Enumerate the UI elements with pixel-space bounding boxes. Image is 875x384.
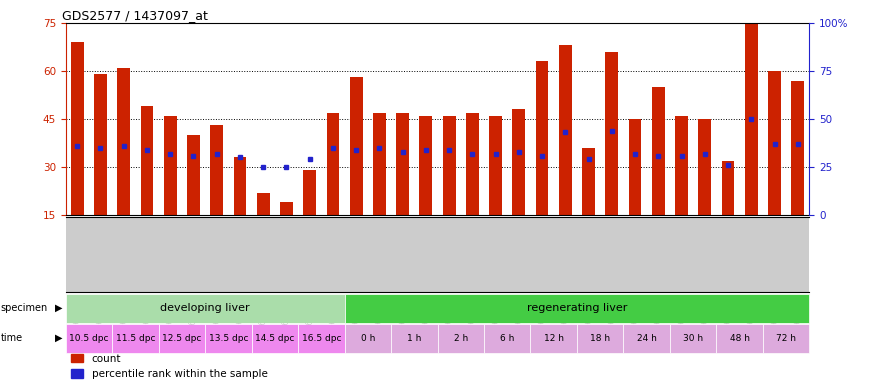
Text: 13.5 dpc: 13.5 dpc (208, 334, 248, 343)
Bar (112, 324, 158, 353)
Bar (745, 23, 758, 215)
Text: 30 h: 30 h (683, 334, 704, 343)
Bar (205, 324, 252, 353)
Bar (623, 324, 670, 353)
Bar (280, 202, 293, 215)
Bar (66, 324, 112, 353)
Bar (698, 119, 711, 215)
Text: 16.5 dpc: 16.5 dpc (302, 334, 341, 343)
Text: 6 h: 6 h (500, 334, 514, 343)
Text: regenerating liver: regenerating liver (527, 303, 627, 313)
Bar (345, 324, 391, 353)
Bar (256, 193, 270, 215)
Bar (71, 42, 84, 215)
Bar (438, 324, 484, 353)
Bar (652, 87, 665, 215)
Bar (187, 135, 200, 215)
Bar (345, 294, 809, 323)
Bar (298, 324, 345, 353)
Text: 12 h: 12 h (543, 334, 564, 343)
Bar (396, 113, 409, 215)
Bar (489, 116, 502, 215)
Bar (117, 68, 130, 215)
Text: ▶: ▶ (55, 303, 63, 313)
Text: GDS2577 / 1437097_at: GDS2577 / 1437097_at (62, 9, 207, 22)
Bar (530, 324, 577, 353)
Text: 18 h: 18 h (590, 334, 610, 343)
Bar (559, 45, 571, 215)
Text: 72 h: 72 h (776, 334, 796, 343)
Bar (158, 324, 205, 353)
Bar (484, 324, 530, 353)
Bar (252, 324, 298, 353)
Bar (670, 324, 717, 353)
Bar (791, 81, 804, 215)
Bar (326, 113, 340, 215)
Bar (466, 113, 479, 215)
Bar (443, 116, 456, 215)
Text: specimen: specimen (1, 303, 48, 313)
Text: 14.5 dpc: 14.5 dpc (255, 334, 295, 343)
Bar (350, 78, 362, 215)
Bar (536, 61, 549, 215)
Bar (763, 324, 809, 353)
Bar (582, 148, 595, 215)
Bar (768, 71, 780, 215)
Text: developing liver: developing liver (160, 303, 250, 313)
Text: 24 h: 24 h (637, 334, 656, 343)
Bar (94, 74, 107, 215)
Bar (722, 161, 734, 215)
Text: time: time (1, 333, 23, 343)
Bar (373, 113, 386, 215)
Text: 12.5 dpc: 12.5 dpc (162, 334, 201, 343)
Bar (141, 106, 153, 215)
Text: 2 h: 2 h (453, 334, 468, 343)
Text: 0 h: 0 h (360, 334, 375, 343)
Text: 11.5 dpc: 11.5 dpc (116, 334, 155, 343)
Bar (304, 170, 316, 215)
Bar (628, 119, 641, 215)
Text: 10.5 dpc: 10.5 dpc (69, 334, 108, 343)
Bar (391, 324, 438, 353)
Bar (513, 109, 525, 215)
Bar (717, 324, 763, 353)
Bar (234, 157, 247, 215)
Text: 1 h: 1 h (407, 334, 422, 343)
Bar (419, 116, 432, 215)
Legend: count, percentile rank within the sample: count, percentile rank within the sample (71, 354, 268, 379)
Bar (606, 52, 619, 215)
Text: 48 h: 48 h (730, 334, 750, 343)
Bar (164, 116, 177, 215)
Bar (210, 126, 223, 215)
Text: ▶: ▶ (55, 333, 63, 343)
Bar (66, 294, 345, 323)
Bar (676, 116, 688, 215)
Bar (577, 324, 623, 353)
